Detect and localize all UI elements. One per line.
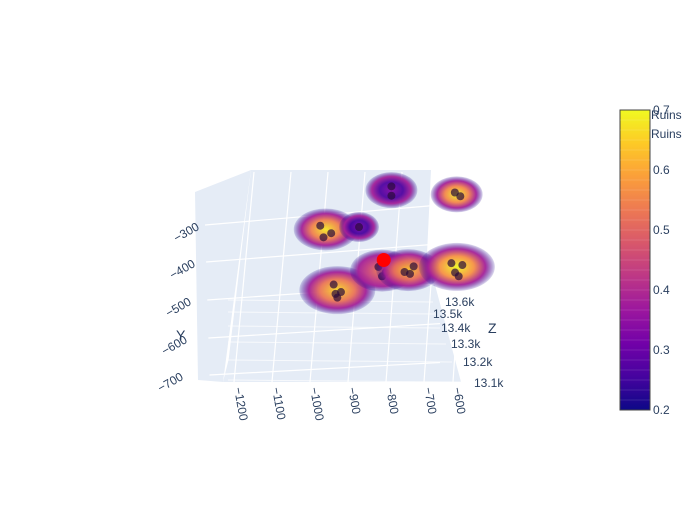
y-grid-line: [206, 243, 441, 263]
x-tick-label: −900: [345, 386, 364, 415]
z-tick-label: 13.4k: [441, 321, 471, 335]
y-grid-line: [208, 323, 441, 339]
colorbar-gradient: [619, 109, 651, 411]
x-tick-label: −1000: [307, 386, 327, 422]
highlight-layer: [376, 253, 391, 267]
ruin-point: [447, 259, 456, 268]
density-cluster: [293, 208, 358, 251]
colorbar-tick-label: 0.6: [653, 163, 670, 177]
y-tick-label: −500: [163, 294, 194, 320]
legend-entry[interactable]: Ruins: [651, 127, 682, 141]
colorbar-tick-label: 0.4: [653, 283, 670, 297]
x-tick-label: −800: [383, 386, 402, 415]
colorbar[interactable]: 0.2 0.3 0.4 0.5 0.6 0.7: [619, 103, 670, 417]
z-tick-label: 13.3k: [451, 337, 481, 351]
density-cluster: [418, 242, 495, 291]
x-tick-label: −600: [450, 386, 469, 415]
ruin-point: [409, 262, 418, 271]
ruin-point: [456, 192, 465, 201]
ruin-point: [316, 221, 325, 230]
cluster-layer: [293, 172, 495, 315]
x-tick-label: −1100: [269, 386, 289, 421]
z-tick-label: 13.1k: [474, 376, 504, 390]
x-grid-line: [233, 171, 255, 383]
z-axis-title: Z: [488, 320, 497, 336]
ruin-point: [454, 272, 463, 281]
y-tick-label: −400: [167, 256, 198, 282]
highlight-point: [376, 253, 391, 267]
z-tick-label: 13.5k: [433, 307, 463, 321]
ruin-point: [406, 269, 414, 278]
ruin-point: [458, 261, 467, 270]
ruin-point: [355, 223, 364, 232]
ruin-point: [329, 280, 338, 289]
axis-titles: Y Z: [176, 320, 497, 343]
x-grid-line: [271, 171, 292, 383]
z-grid-line: [227, 359, 453, 363]
legend[interactable]: Ruins Ruins: [651, 108, 682, 141]
legend-entry[interactable]: Ruins: [651, 108, 682, 122]
floor-pane: [223, 270, 461, 382]
colorbar-tick-label: 0.7: [653, 103, 670, 117]
colorbar-tick-label: 0.5: [653, 223, 670, 237]
x-tick-label: −1200: [231, 386, 251, 422]
y-pane: [195, 170, 251, 382]
ruin-point: [327, 229, 336, 238]
z-grid-line: [227, 379, 462, 383]
ruin-point: [387, 191, 396, 200]
colorbar-tick-label: 0.3: [653, 343, 670, 357]
z-grid-line: [227, 341, 447, 345]
z-grid-line: [227, 325, 441, 329]
z-tick-label: 13.6k: [445, 295, 475, 309]
z-tick-label: 13.2k: [463, 355, 493, 369]
y-axis-title: Y: [176, 327, 186, 343]
ruin-point: [331, 289, 340, 298]
ruin-point: [319, 233, 328, 242]
x-tick-label: −700: [421, 386, 440, 415]
y-tick-label: −700: [155, 369, 186, 395]
ruin-point: [387, 182, 396, 191]
colorbar-tick-label: 0.2: [653, 403, 670, 417]
y-grid-line: [209, 361, 441, 376]
